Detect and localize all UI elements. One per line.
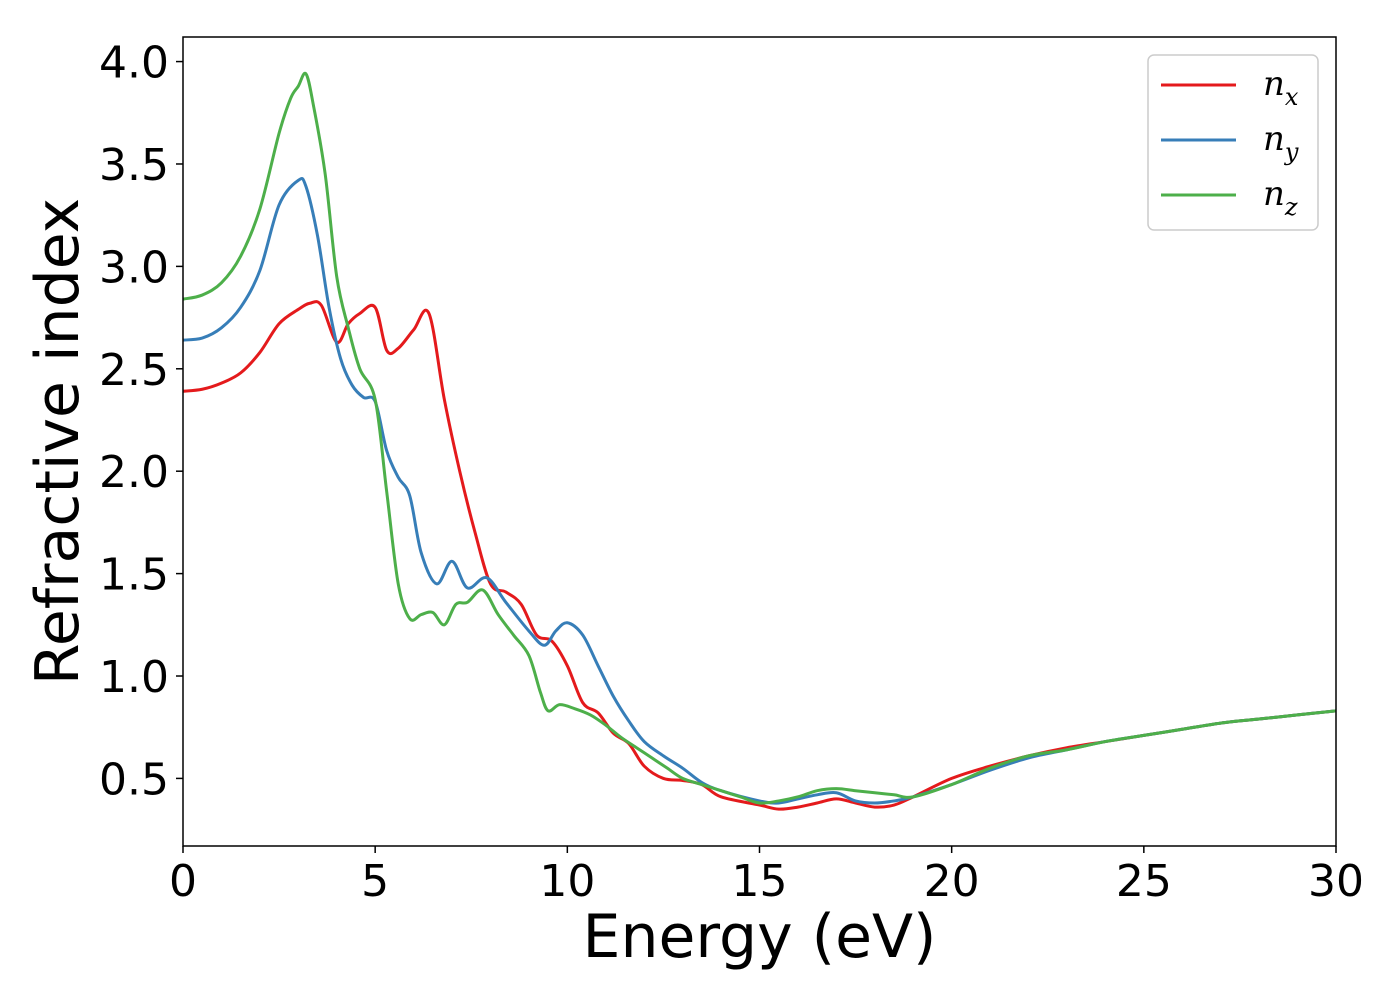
- x-tick-label: 10: [539, 856, 595, 907]
- legend-item-nx: nx: [1161, 64, 1299, 111]
- x-axis-label: Energy (eV): [583, 902, 937, 972]
- x-tick-label: 30: [1308, 856, 1364, 907]
- y-tick-label: 3.5: [99, 140, 169, 191]
- legend-box: [1147, 54, 1319, 231]
- y-axis-label: Refractive index: [23, 198, 93, 685]
- x-tick-label: 25: [1116, 856, 1172, 907]
- series-line-nz: [183, 71, 1336, 805]
- y-tick-label: 4.0: [99, 38, 169, 89]
- legend-label: nx: [1263, 64, 1299, 111]
- y-tick-label: 1.5: [99, 550, 169, 601]
- y-tick-label: 2.0: [99, 447, 169, 498]
- x-tick-label: 0: [169, 856, 197, 907]
- y-tick-label: 1.0: [99, 652, 169, 703]
- y-tick-label: 0.5: [99, 754, 169, 805]
- axes: 0 5 10 15 20 25 30 0.5 1.0 1.5 2.0 2.5 3.0 3.5 4.0: [99, 36, 1364, 907]
- plot-area: [183, 71, 1336, 811]
- x-tick-label: 15: [732, 856, 788, 907]
- legend-label: ny: [1263, 119, 1299, 166]
- y-tick-label: 2.5: [99, 345, 169, 396]
- series-line-ny: [183, 177, 1336, 805]
- x-tick-label: 5: [361, 856, 389, 907]
- x-tick-label: 20: [924, 856, 980, 907]
- legend-item-ny: ny: [1161, 119, 1299, 166]
- y-tick-label: 3.0: [99, 242, 169, 293]
